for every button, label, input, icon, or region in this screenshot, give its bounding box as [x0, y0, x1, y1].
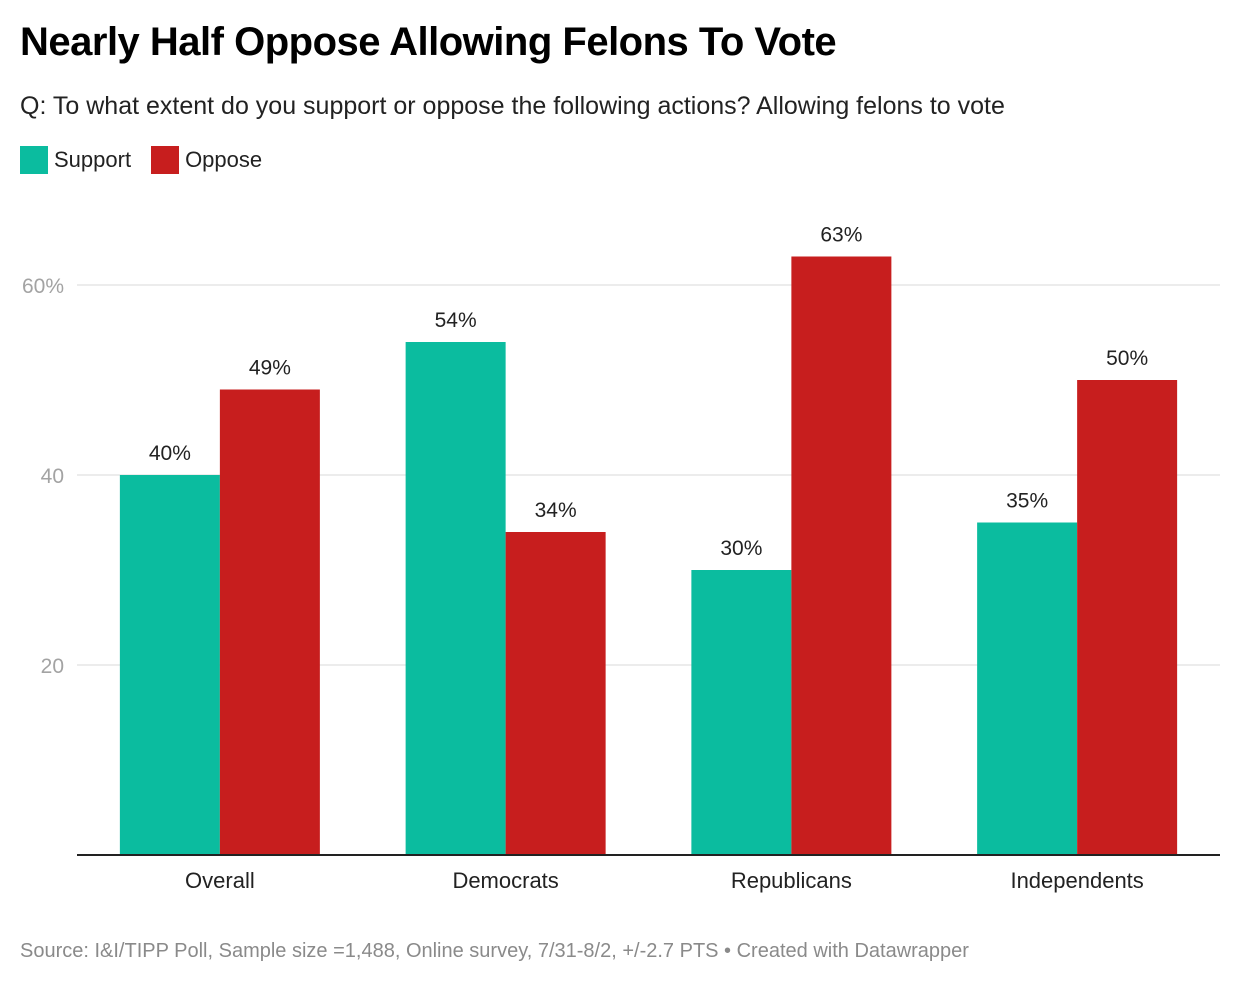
chart-title: Nearly Half Oppose Allowing Felons To Vo… — [20, 20, 837, 64]
y-tick-label: 40 — [41, 465, 64, 488]
legend: Support Oppose — [20, 146, 282, 174]
chart-subtitle: Q: To what extent do you support or oppo… — [20, 92, 1005, 120]
data-label-oppose-republicans: 63% — [820, 224, 862, 247]
bar-support-independents — [977, 522, 1078, 855]
bar-support-overall — [119, 475, 220, 855]
data-label-support-republicans: 30% — [720, 537, 762, 560]
y-tick-label: 60% — [22, 275, 64, 298]
x-tick-label: Democrats — [452, 868, 558, 893]
legend-label-support: Support — [54, 147, 132, 172]
bar-support-republicans — [691, 570, 792, 855]
data-label-support-democrats: 54% — [435, 309, 477, 332]
legend-label-oppose: Oppose — [185, 147, 263, 172]
data-label-oppose-democrats: 34% — [535, 499, 577, 522]
bar-support-democrats — [405, 342, 506, 855]
bar-oppose-overall — [219, 389, 320, 855]
x-tick-label: Overall — [185, 868, 255, 893]
bar-oppose-independents — [1077, 380, 1178, 855]
data-label-support-independents: 35% — [1006, 490, 1048, 513]
data-label-support-overall: 40% — [149, 442, 191, 465]
legend-item-oppose: Oppose — [151, 146, 262, 174]
data-label-oppose-independents: 50% — [1106, 347, 1148, 370]
data-label-oppose-overall: 49% — [249, 357, 291, 380]
legend-swatch-support — [20, 146, 48, 174]
bar-oppose-republicans — [791, 256, 892, 855]
x-tick-label: Independents — [1010, 868, 1143, 893]
legend-item-support: Support — [20, 146, 131, 174]
bar-oppose-democrats — [505, 532, 606, 855]
legend-swatch-oppose — [151, 146, 180, 174]
x-tick-label: Republicans — [731, 868, 852, 893]
y-tick-label: 20 — [41, 655, 64, 678]
source-footer: Source: I&I/TIPP Poll, Sample size =1,48… — [20, 940, 969, 962]
